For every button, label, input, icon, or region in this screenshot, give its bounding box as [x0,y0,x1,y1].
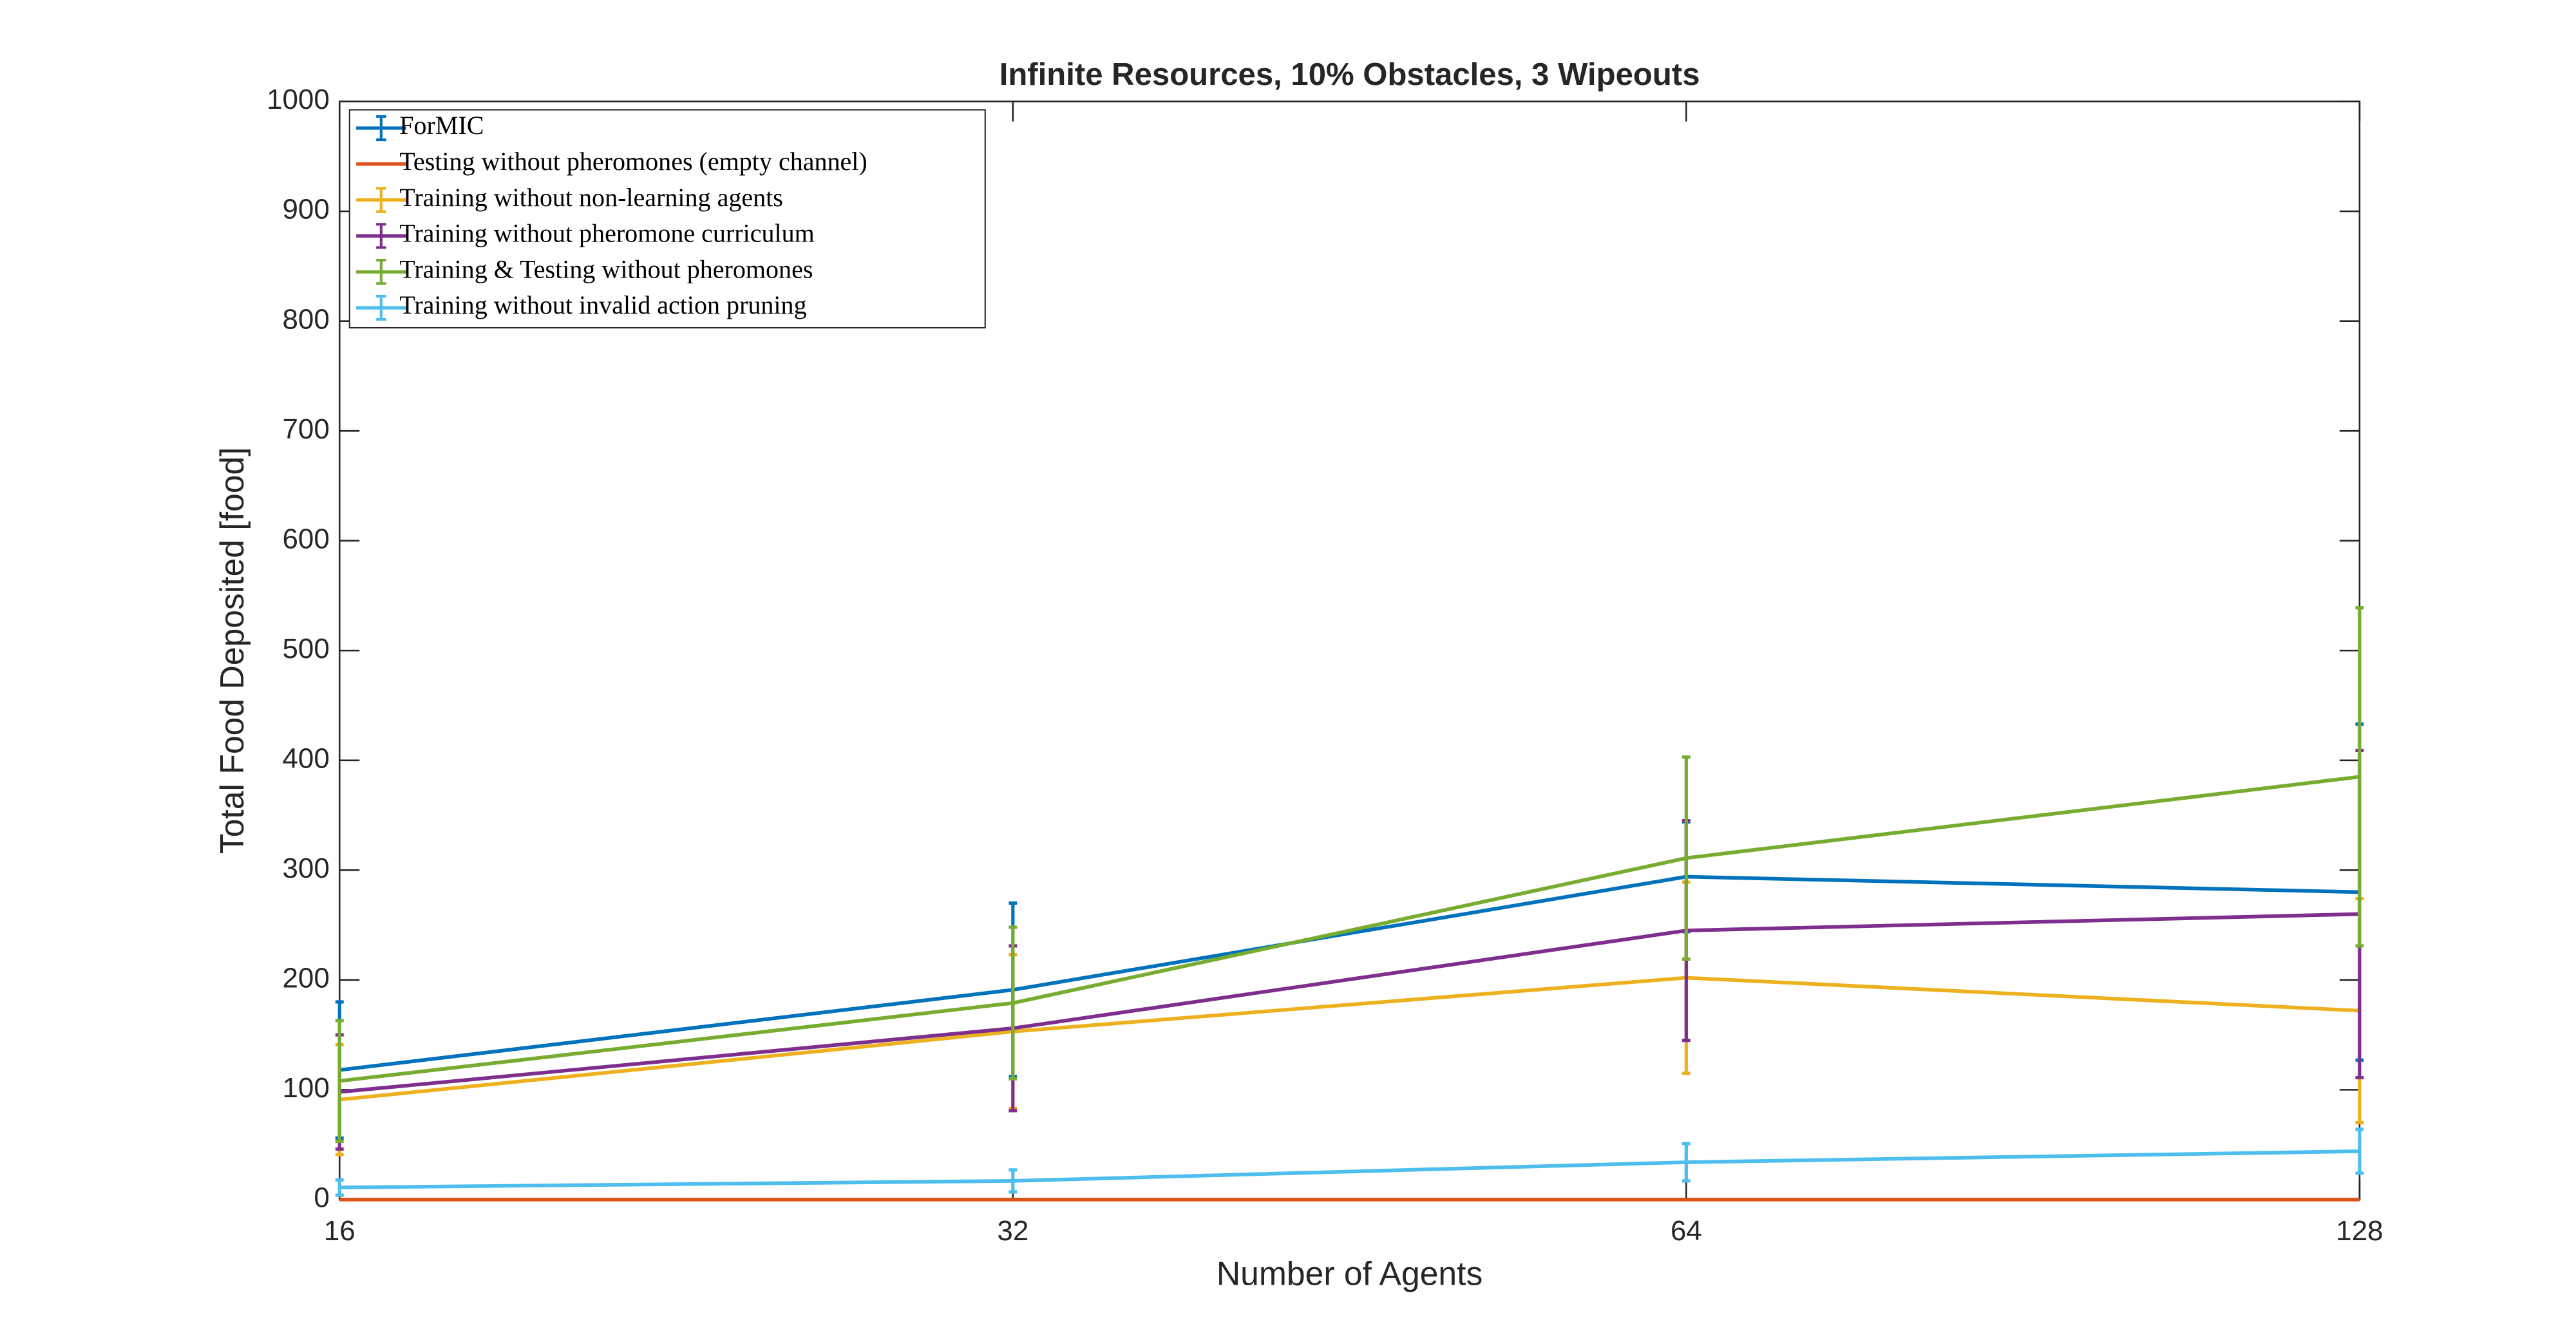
y-tick-label: 600 [282,523,329,554]
y-tick-label: 200 [282,962,329,994]
legend-label: Training without non-learning agents [399,183,783,212]
error-bar [335,1019,344,1144]
error-bar [2355,606,2364,948]
error-bar [335,1178,344,1197]
x-tick-label: 32 [997,1215,1028,1247]
legend-errorbar [376,294,386,321]
error-bar [2355,1128,2364,1175]
y-tick-label: 800 [282,303,329,335]
y-tick-label: 300 [282,853,329,884]
x-tick-label: 128 [2336,1215,2383,1247]
legend-errorbar [376,115,386,142]
y-tick-label: 900 [282,194,329,225]
error-bar [1009,1168,1018,1194]
legend-label: Training without pheromone curriculum [399,219,815,248]
legend-box [348,109,986,329]
legend-label: ForMIC [399,111,484,140]
x-tick-label: 64 [1671,1215,1702,1247]
legend-errorbar [376,187,386,213]
error-bar [1681,1142,1690,1183]
chart-title: Infinite Resources, 10% Obstacles, 3 Wip… [999,57,1700,92]
series-line [339,775,2360,1083]
y-tick-label: 700 [282,413,329,445]
y-tick-label: 100 [282,1072,329,1104]
legend-label: Training without invalid action pruning [399,290,806,319]
y-axis-label: Total Food Deposited [food] [213,447,251,854]
legend-label: Training & Testing without pheromones [399,254,813,283]
y-tick-label: 400 [282,742,329,774]
series-line [339,912,2360,1094]
error-bar [1681,755,1690,961]
y-tick-label: 1000 [267,84,330,115]
legend-errorbar [376,223,386,249]
x-tick-label: 16 [324,1215,355,1247]
series-line [339,1149,2360,1189]
y-tick-label: 0 [314,1182,329,1213]
legend-label: Testing without pheromones (empty channe… [399,147,867,176]
x-axis-label: Number of Agents [1217,1254,1482,1292]
y-tick-label: 500 [282,633,329,665]
series-line [339,976,2360,1102]
series-line [339,874,2360,1072]
legend-errorbar [376,259,386,285]
error-bar [1009,925,1018,1081]
